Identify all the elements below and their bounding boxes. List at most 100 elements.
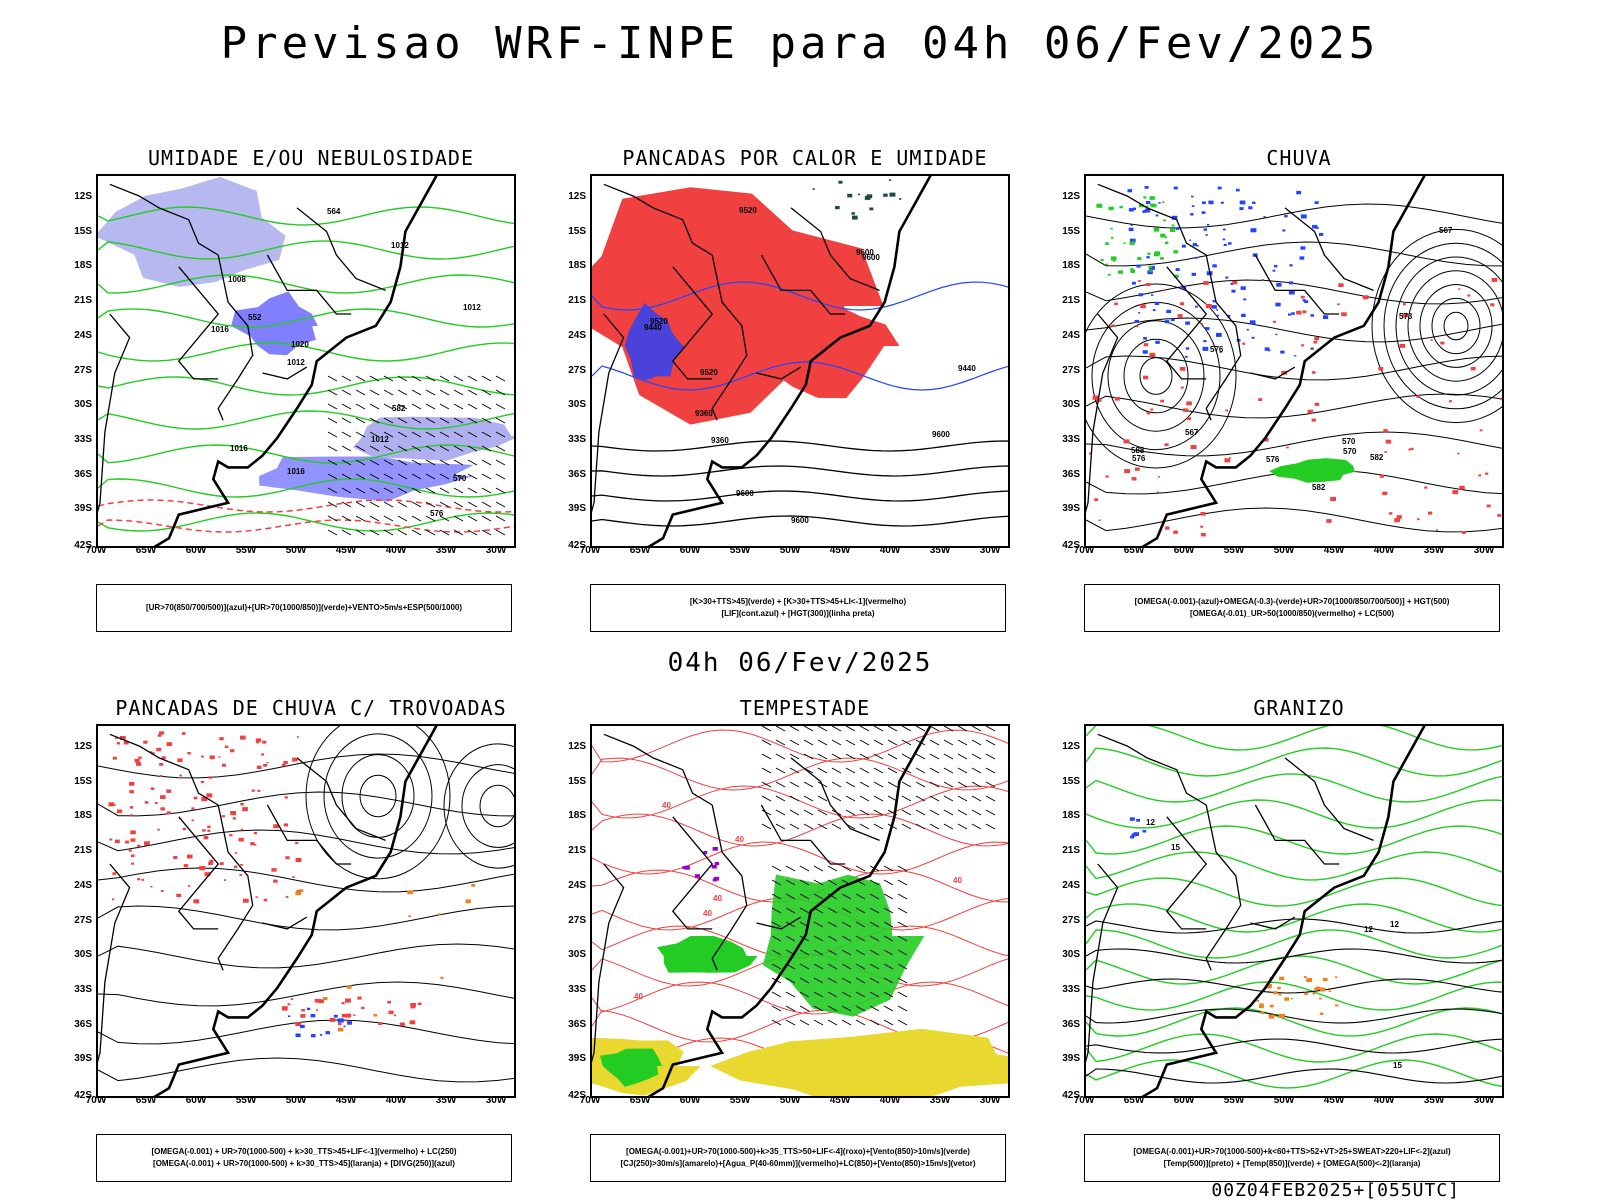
hail-area-blue	[1136, 818, 1141, 822]
convective-area-teal	[852, 215, 858, 220]
omega-area-orange	[1319, 997, 1322, 1000]
storm-area-red	[206, 793, 213, 798]
political-boundary	[1250, 916, 1296, 930]
wind-vector	[467, 431, 478, 438]
contour-label: 40	[735, 835, 744, 844]
streamline	[98, 905, 514, 931]
storm-area-red	[410, 1005, 416, 1009]
wind-vector	[915, 726, 926, 732]
wind-vector	[799, 977, 810, 984]
rain-area-red	[1228, 457, 1231, 459]
wind-area-green	[600, 1048, 663, 1087]
rain-area-red	[1180, 386, 1184, 389]
wind-area-green	[657, 935, 758, 973]
divergence-area-blue	[299, 1024, 305, 1029]
wind-vector	[901, 753, 912, 760]
storm-area-red	[179, 774, 182, 777]
rain-area-blue	[1275, 302, 1281, 307]
wind-vector	[775, 753, 786, 760]
wind-vector	[481, 431, 492, 438]
rain-area-blue	[1203, 340, 1207, 343]
coastline	[1141, 176, 1426, 546]
storm-area-red	[256, 741, 259, 744]
rain-area-blue	[1171, 215, 1178, 220]
wind-vector	[827, 1005, 838, 1012]
lat-tick-label: 27S	[1062, 364, 1080, 376]
storm-area-red	[318, 999, 324, 1003]
rain-area-red	[1396, 515, 1402, 519]
storm-area-red	[182, 827, 187, 831]
wind-vector	[897, 1005, 908, 1012]
wind-vector	[827, 1019, 838, 1026]
wind-vector	[841, 865, 852, 872]
rain-area-green	[1123, 242, 1126, 244]
wind-vector	[827, 935, 838, 942]
wind-vector	[467, 459, 478, 466]
wind-vector	[841, 921, 852, 928]
rain-area-red	[1203, 281, 1209, 285]
wind-vector	[883, 935, 894, 942]
political-boundary	[296, 207, 386, 292]
height-contour	[1107, 320, 1205, 432]
omega-area-orange	[1315, 986, 1321, 990]
omega-area-orange	[1277, 986, 1281, 990]
storm-area-red	[120, 736, 126, 740]
storm-area-orange	[471, 884, 476, 887]
axis-labels: 12S 15S 18S 21S 24S 27S 30S 33S 36S 39S 42S 70W 65W 6…	[1062, 724, 1504, 1106]
wind-vector	[943, 753, 954, 760]
wind-vector	[453, 431, 464, 438]
storm-area-red	[218, 756, 221, 758]
lon-tick-label: 45W	[335, 1095, 357, 1106]
wind-vector	[397, 487, 408, 494]
wind-vector	[383, 473, 394, 480]
wind-vector	[383, 501, 394, 508]
streamline	[98, 753, 514, 779]
legend-box: [OMEGA(-0.001) + UR>70(1000-500) + k>30_…	[96, 1134, 512, 1182]
wind-vector	[383, 375, 394, 382]
storm-area-red	[130, 854, 135, 857]
storm-area-red	[300, 1014, 306, 1018]
storm-area-red	[239, 874, 242, 876]
storm-area-red	[160, 795, 166, 799]
storm-area-red	[117, 809, 123, 814]
rain-area-red	[1157, 476, 1160, 478]
wind-vector	[397, 501, 408, 508]
rain-area-blue	[1243, 298, 1247, 301]
wind-vector	[831, 767, 842, 774]
political-boundary	[756, 366, 802, 380]
lat-tick-label: 21S	[568, 845, 586, 857]
political-boundary	[1097, 733, 1207, 806]
wind-vector	[425, 445, 436, 452]
lat-tick-label: 36S	[568, 1018, 586, 1030]
lat-tick-label: 36S	[1062, 1018, 1080, 1030]
wind-vector	[397, 529, 408, 536]
storm-area-red	[207, 829, 211, 832]
storm-area-orange	[323, 997, 328, 1001]
wind-vector	[411, 445, 422, 452]
height-contour	[1086, 283, 1237, 469]
lon-tick-label: 45W	[1323, 545, 1345, 556]
wind-vector	[813, 879, 824, 886]
wind-vector	[813, 1005, 824, 1012]
wind-vector	[803, 753, 814, 760]
storm-area-red	[151, 752, 155, 755]
political-boundary	[711, 254, 748, 421]
wind-vector	[859, 823, 870, 830]
rain-area-red	[1205, 304, 1212, 309]
convective-area-teal	[838, 180, 843, 184]
omega-area-orange	[1319, 987, 1326, 992]
omega-area-orange	[1279, 1013, 1285, 1018]
rain-area-blue	[1191, 205, 1195, 207]
rain-area-blue	[1222, 238, 1226, 241]
political-boundary	[109, 183, 219, 256]
political-boundary	[790, 207, 880, 292]
rain-area-red	[1314, 337, 1319, 341]
wind-vector	[369, 375, 380, 382]
forecast-map	[96, 724, 516, 1098]
rain-area-blue	[1171, 318, 1175, 322]
wind-vector	[425, 459, 436, 466]
rain-area-blue	[1275, 333, 1278, 336]
wind-vector	[859, 726, 870, 732]
wind-vector	[883, 963, 894, 970]
wind-vector	[943, 767, 954, 774]
